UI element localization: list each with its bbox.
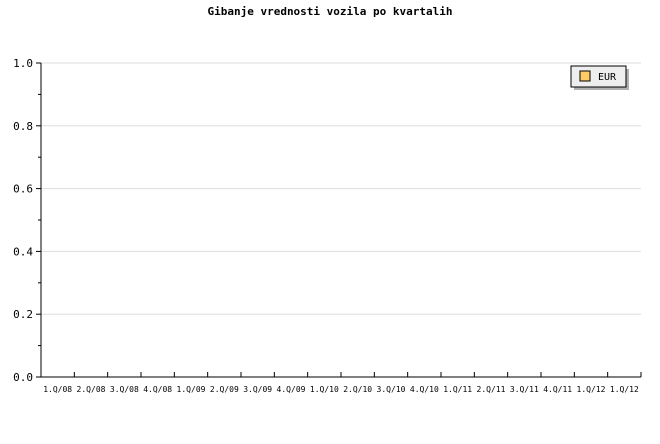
legend: EUR — [570, 65, 629, 90]
x-tick-labels: 1.Q/08 2.Q/08 3.Q/08 4.Q/08 1.Q/09 2.Q/09 3.Q/… — [43, 385, 639, 394]
x-tick-label: 2.Q/10 — [343, 385, 372, 394]
y-tick-label: 0.4 — [13, 245, 33, 258]
x-tick-label: 3.Q/11 — [510, 385, 539, 394]
legend-label: EUR — [598, 72, 617, 83]
chart-title: Gibanje vrednosti vozila po kvartalih — [207, 5, 452, 18]
x-tick-label: 2.Q/11 — [477, 385, 506, 394]
x-tick-label: 1.Q/12 — [610, 385, 639, 394]
x-tick-label: 1.Q/10 — [310, 385, 339, 394]
axes — [36, 62, 642, 378]
y-tick-label: 0.0 — [13, 371, 33, 384]
x-tick-label: 3.Q/10 — [377, 385, 406, 394]
grid — [41, 62, 641, 315]
x-tick-label: 4.Q/11 — [543, 385, 572, 394]
y-tick-label: 0.8 — [13, 120, 33, 133]
x-tick-label: 1.Q/09 — [177, 385, 206, 394]
x-tick-label: 4.Q/09 — [277, 385, 306, 394]
x-tick-label: 4.Q/08 — [143, 385, 172, 394]
y-tick-label: 0.6 — [13, 183, 33, 196]
x-tick-label: 3.Q/09 — [243, 385, 272, 394]
x-tick-label: 2.Q/08 — [77, 385, 106, 394]
x-tick-label: 1.Q/08 — [43, 385, 72, 394]
x-tick-label: 1.Q/11 — [443, 385, 472, 394]
x-tick-label: 1.Q/12 — [577, 385, 606, 394]
legend-swatch — [579, 70, 591, 82]
y-tick-label: 0.2 — [13, 308, 33, 321]
x-tick-label: 3.Q/08 — [110, 385, 139, 394]
x-tick-label: 2.Q/09 — [210, 385, 239, 394]
y-tick-label: 1.0 — [13, 57, 33, 70]
x-tick-label: 4.Q/10 — [410, 385, 439, 394]
y-tick-labels: 0.0 0.2 0.4 0.6 0.8 1.0 — [13, 57, 33, 384]
